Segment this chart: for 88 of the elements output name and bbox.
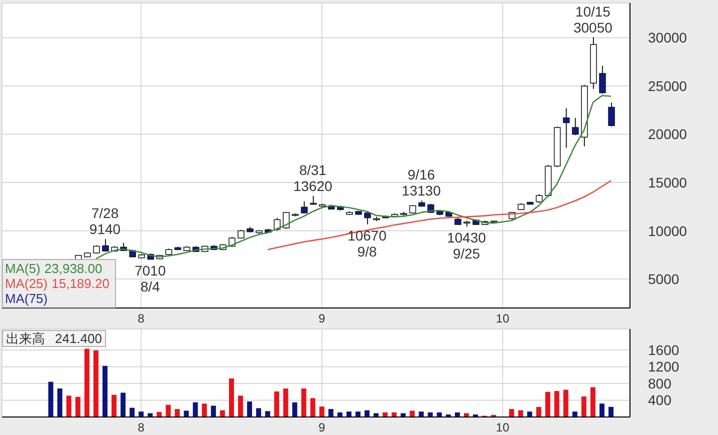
annotation: 7/28 9140 — [89, 205, 121, 238]
bar — [220, 410, 225, 417]
bar — [292, 402, 298, 417]
bar — [57, 388, 62, 417]
bar — [527, 412, 532, 417]
x-tick-label: 10 — [496, 420, 510, 435]
candlestick — [364, 211, 371, 225]
x-tick-label: 8 — [138, 312, 145, 326]
y-tick-label: 800 — [648, 375, 672, 392]
bar — [84, 348, 90, 417]
y-tick-label: 20000 — [648, 126, 688, 142]
legend-label: MA(75) — [5, 291, 48, 306]
candlestick — [102, 238, 109, 252]
bar — [509, 409, 514, 417]
text: MA(5) — [5, 261, 40, 276]
candlestick — [562, 108, 570, 148]
bar — [210, 406, 216, 417]
bar — [608, 406, 614, 417]
bar — [228, 378, 234, 417]
bar — [202, 404, 207, 417]
annotation: 23,938.00 — [44, 261, 102, 276]
bar — [93, 350, 98, 417]
text: MA(25) — [5, 276, 48, 291]
x-tick-label: 10 — [496, 312, 510, 326]
bar — [112, 394, 117, 417]
bar — [265, 411, 270, 417]
x-tick-label: 9 — [318, 420, 326, 435]
y-tick-label: 400 — [648, 392, 672, 408]
bar — [346, 412, 352, 417]
bar — [364, 410, 370, 417]
bar — [174, 409, 180, 417]
bar — [563, 390, 568, 417]
y-tick-label: 1600 — [648, 342, 680, 358]
bar — [75, 396, 80, 417]
bar — [310, 398, 316, 417]
bar — [464, 413, 469, 417]
chart-title: 出来高 — [6, 331, 45, 346]
bar — [536, 406, 542, 417]
y-tick-label: 10000 — [648, 222, 688, 239]
bar — [247, 401, 252, 417]
bar — [102, 366, 108, 417]
bar — [256, 408, 262, 417]
annotation: 10/15 30050 — [573, 3, 613, 36]
bar — [184, 410, 189, 417]
candlestick — [300, 200, 308, 214]
annotation: 9/16 13130 — [402, 166, 441, 199]
bar — [120, 392, 126, 417]
bar — [572, 412, 578, 417]
bar — [410, 410, 415, 417]
bar — [301, 388, 306, 417]
y-tick-label: 25000 — [648, 78, 688, 94]
bar — [328, 409, 334, 417]
bar — [48, 382, 54, 417]
bar — [274, 391, 280, 417]
candlestick — [572, 117, 579, 136]
candlestick — [599, 65, 606, 94]
bar — [66, 396, 72, 417]
bar — [374, 413, 379, 417]
bar — [319, 406, 324, 417]
bar — [166, 404, 171, 417]
bar — [599, 404, 604, 417]
annotation: 241.400 — [55, 331, 102, 346]
bar — [130, 408, 135, 417]
x-tick-label: 9 — [318, 312, 326, 326]
y-tick-label: 1200 — [648, 358, 680, 375]
bar — [238, 396, 244, 417]
annotation: 7010 8/4 — [134, 262, 166, 295]
bar — [418, 412, 424, 417]
bar — [356, 412, 360, 417]
bar — [400, 413, 406, 417]
x-tick-label: 8 — [138, 420, 145, 435]
annotation: 8/31 13620 — [293, 162, 333, 194]
bar — [148, 413, 153, 417]
annotation: 10670 9/8 — [348, 227, 387, 260]
annotation: 10430 9/25 — [446, 230, 486, 262]
y-tick-label: 15000 — [648, 174, 688, 190]
bar — [581, 396, 586, 417]
bar — [545, 392, 550, 417]
y-tick-label: 30000 — [648, 30, 688, 46]
bar — [518, 410, 524, 417]
bar — [283, 388, 288, 417]
bar — [554, 391, 560, 417]
y-tick-label: 5000 — [648, 271, 680, 288]
bar — [590, 387, 596, 417]
candlestick — [608, 102, 615, 128]
bar — [192, 402, 198, 417]
annotation: 15,189.20 — [52, 276, 110, 291]
bar — [138, 412, 144, 417]
